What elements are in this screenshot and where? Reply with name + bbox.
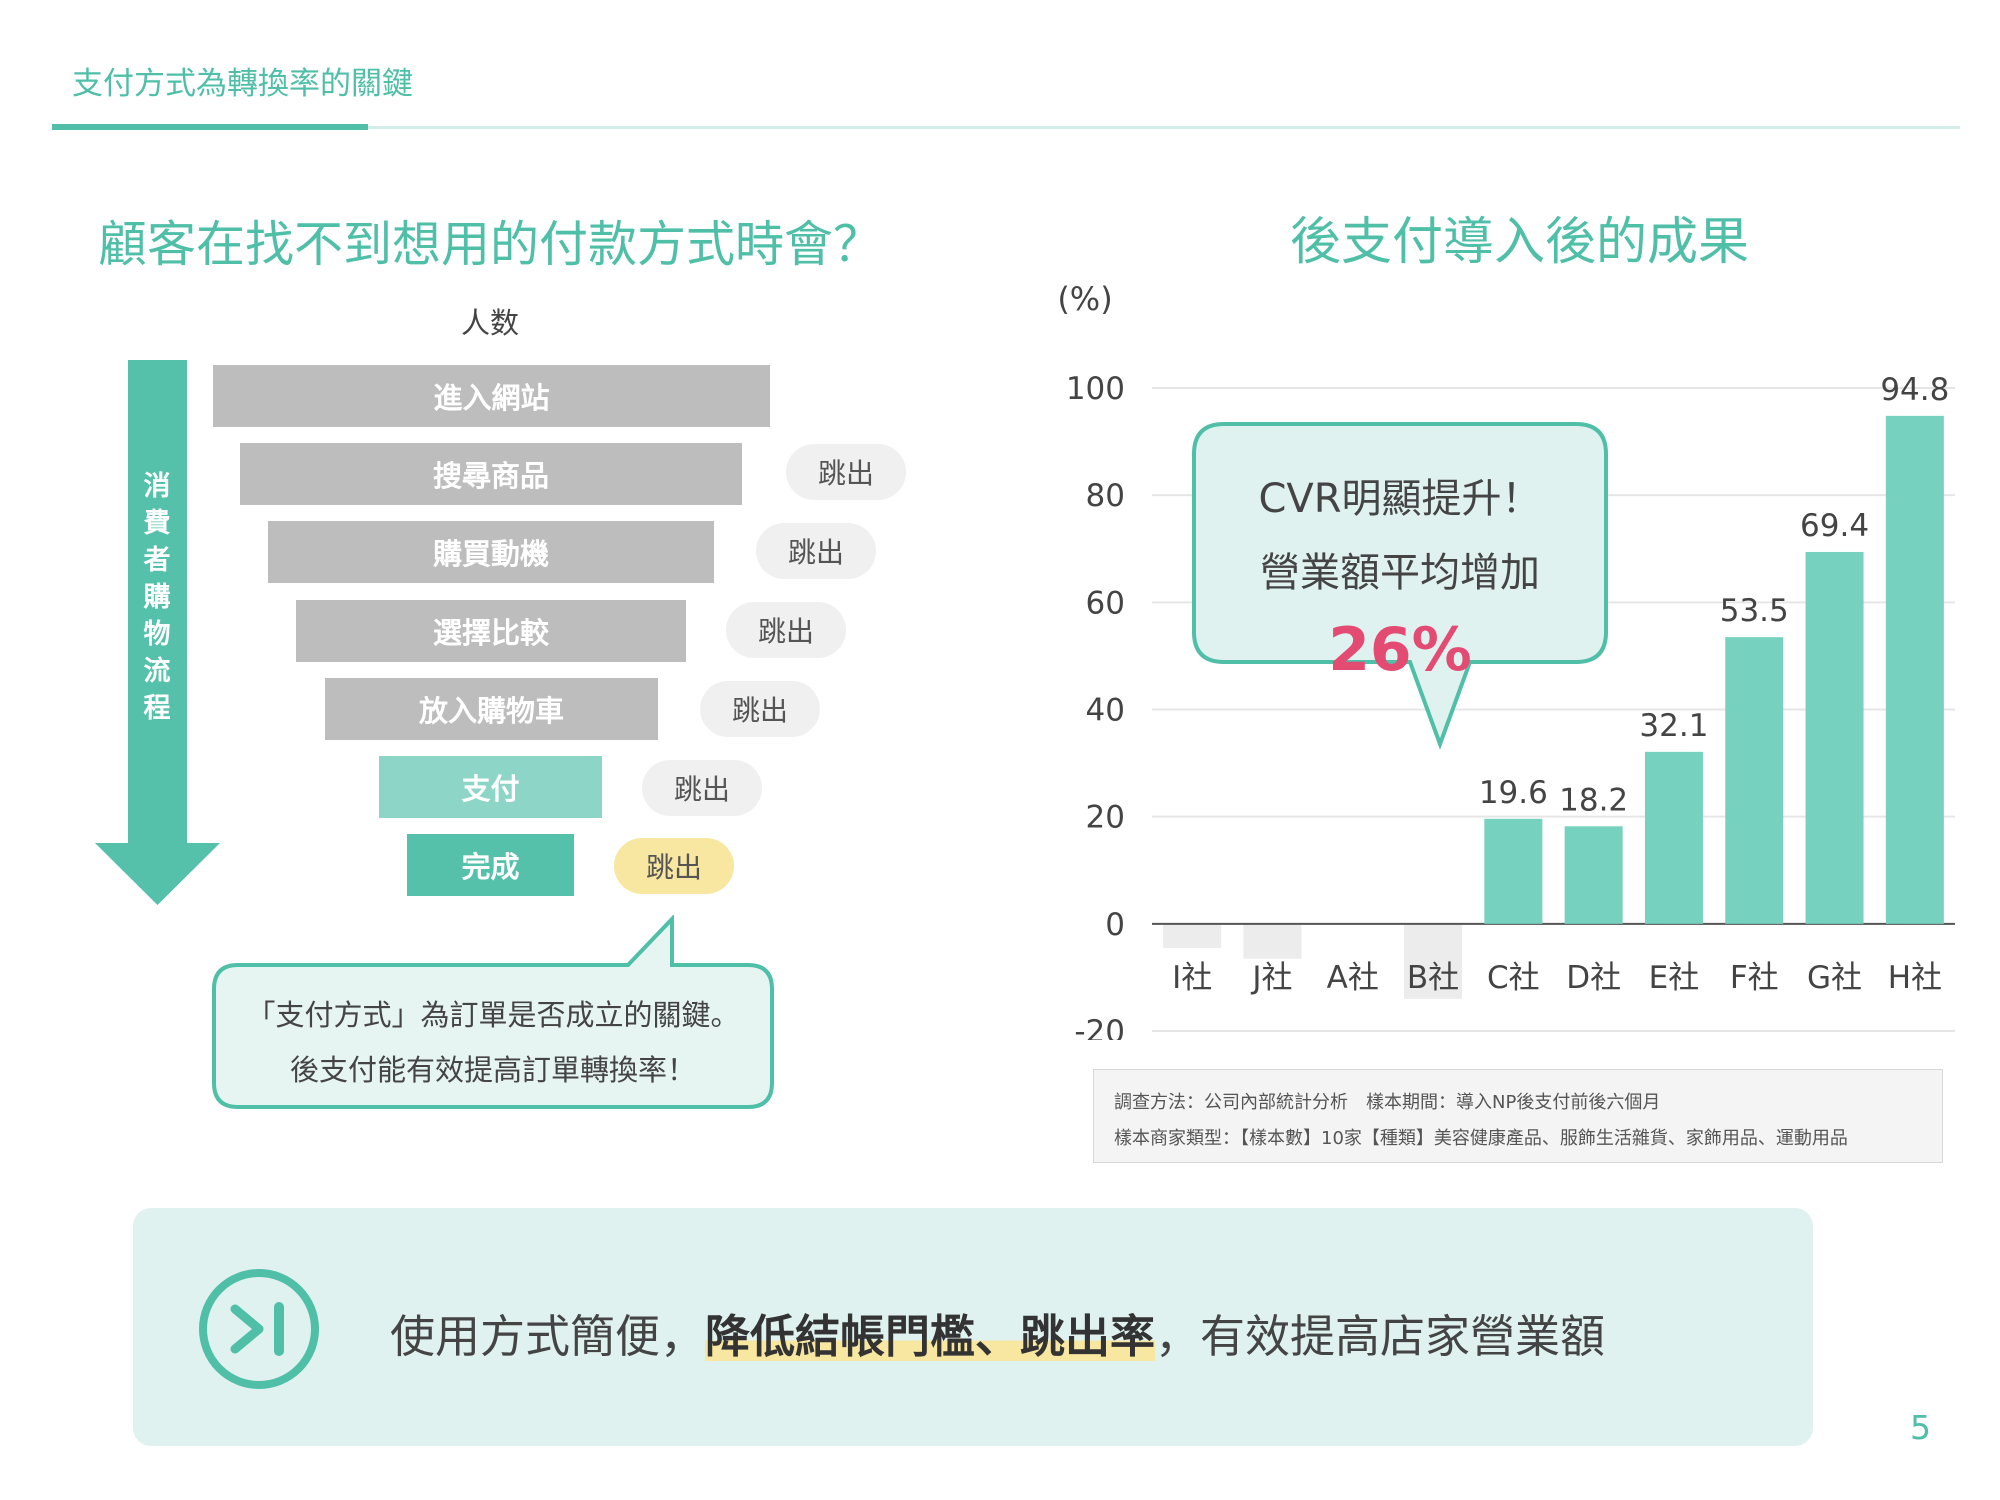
category-label: B社: [1407, 960, 1459, 996]
right-section-title: 後支付導入後的成果: [1290, 213, 1750, 272]
category-label: D社: [1566, 960, 1621, 996]
right-callout-highlight: 26%: [1328, 615, 1472, 685]
data-label: 18.2: [1559, 782, 1628, 818]
bar-H社: [1885, 415, 1944, 924]
right-callout-bubble: [1192, 422, 1608, 750]
funnel-stage-cart: 放入購物車: [325, 678, 658, 740]
y-tick-label: -20: [1074, 1014, 1125, 1040]
survey-note-line2: 樣本商家類型：【樣本數】10家【種類】美容健康產品、服飾生活雜貨、家飾用品、運動…: [1114, 1128, 1848, 1149]
next-icon: [199, 1269, 319, 1389]
bar-C社: [1484, 818, 1543, 924]
left-callout-text: 「支付方式」為訂單是否成立的關鍵。 後支付能有效提高訂單轉換率！: [210, 988, 776, 1098]
left-callout-line2: 後支付能有效提高訂單轉換率！: [289, 1053, 696, 1087]
left-callout-line1: 「支付方式」為訂單是否成立的關鍵。: [246, 998, 740, 1032]
y-tick-label: 20: [1086, 800, 1125, 836]
bar-J社: [1243, 923, 1302, 959]
page-number: 5: [1910, 1408, 1931, 1447]
funnel-stage-motivation: 購買動機: [268, 521, 714, 583]
y-tick-label: 0: [1105, 907, 1125, 943]
y-tick-label: 80: [1086, 478, 1125, 514]
category-label: F社: [1730, 960, 1779, 996]
bar-D社: [1564, 826, 1623, 924]
chart-data-labels: 19.6 18.2 32.1 53.5 69.4 94.8: [1479, 372, 1950, 818]
survey-note-box: 調查方法：公司內部統計分析 樣本期間：導入NP後支付前後六個月 樣本商家類型：【…: [1093, 1069, 1943, 1163]
data-label: 69.4: [1800, 508, 1869, 544]
category-label: C社: [1487, 960, 1540, 996]
category-label: G社: [1807, 960, 1862, 996]
dropoff-pill-highlight: 跳出: [614, 838, 734, 894]
header-rule: [52, 126, 1960, 129]
right-callout-line1: CVR明顯提升！: [1258, 476, 1542, 522]
category-label: H社: [1888, 960, 1942, 996]
chart-y-axis-label: (%): [1057, 280, 1112, 318]
y-tick-label: 40: [1086, 693, 1125, 729]
bar-B社: [1404, 923, 1463, 999]
funnel-header: 人数: [460, 306, 519, 340]
data-label: 53.5: [1720, 593, 1789, 629]
data-label: 19.6: [1479, 775, 1548, 811]
dropoff-pill: 跳出: [642, 760, 762, 816]
bar-G社: [1805, 551, 1864, 924]
summary-highlight: 降低結帳門檻、跳出率: [705, 1310, 1156, 1363]
header-accent-bar: [52, 124, 368, 130]
funnel-stage-search: 搜尋商品: [240, 443, 742, 505]
bar-F社: [1725, 637, 1784, 924]
category-label: I社: [1172, 960, 1212, 996]
left-section-title: 顧客在找不到想用的付款方式時會？: [98, 216, 883, 273]
dropoff-pill: 跳出: [786, 444, 906, 500]
summary-suffix: ，有效提高店家營業額: [1155, 1310, 1606, 1363]
category-label: A社: [1327, 960, 1379, 996]
funnel-stage-complete: 完成: [407, 834, 574, 896]
right-callout-line2: 營業額平均增加: [1260, 550, 1540, 596]
chart-positive-bars: [1484, 415, 1944, 924]
left-callout-bubble: [212, 915, 774, 1109]
summary-prefix: 使用方式簡便，: [390, 1310, 706, 1363]
y-tick-label: 100: [1066, 371, 1125, 407]
category-label: E社: [1649, 960, 1700, 996]
dropoff-pill: 跳出: [700, 681, 820, 737]
summary-text: 使用方式簡便，降低結帳門檻、跳出率，有效提高店家營業額: [390, 1300, 1605, 1365]
funnel-stage-compare: 選擇比較: [296, 600, 686, 662]
process-arrow-label: 消費者購物流程: [143, 471, 171, 724]
process-arrow-icon: [95, 360, 220, 905]
dropoff-pill: 跳出: [726, 602, 846, 658]
results-bar-chart: I社 J社 A社 B社 C社 D社 E社 F社 G社 H社 100 80 60 40 20 0 -20 19.…: [1057, 280, 1955, 1040]
chart-negative-bars: [1163, 923, 1463, 999]
chart-y-tick-labels: 100 80 60 40 20 0 -20: [1066, 371, 1125, 1040]
right-callout-text: CVR明顯提升！ 營業額平均增加 26%: [1190, 462, 1610, 690]
chart-category-labels: I社 J社 A社 B社 C社 D社 E社 F社 G社 H社: [1172, 960, 1942, 996]
y-tick-label: 60: [1086, 585, 1125, 621]
survey-note-line1: 調查方法：公司內部統計分析 樣本期間：導入NP後支付前後六個月: [1114, 1092, 1661, 1113]
header-title: 支付方式為轉換率的關鍵: [72, 66, 413, 102]
data-label: 32.1: [1639, 708, 1708, 744]
funnel-stage-payment: 支付: [379, 756, 602, 818]
category-label: J社: [1250, 960, 1292, 996]
dropoff-pill: 跳出: [756, 523, 876, 579]
bar-I社: [1163, 923, 1222, 948]
data-label: 94.8: [1880, 372, 1949, 408]
bar-E社: [1644, 751, 1703, 924]
funnel-stage-visit: 進入網站: [213, 365, 770, 427]
